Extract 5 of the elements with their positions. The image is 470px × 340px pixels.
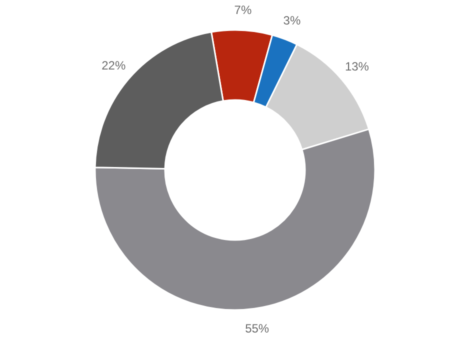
data-label: 3% bbox=[283, 13, 301, 28]
data-label: 7% bbox=[234, 3, 252, 18]
data-label: 13% bbox=[344, 59, 370, 74]
data-label: 22% bbox=[102, 58, 126, 73]
data-label: 55% bbox=[245, 321, 270, 336]
